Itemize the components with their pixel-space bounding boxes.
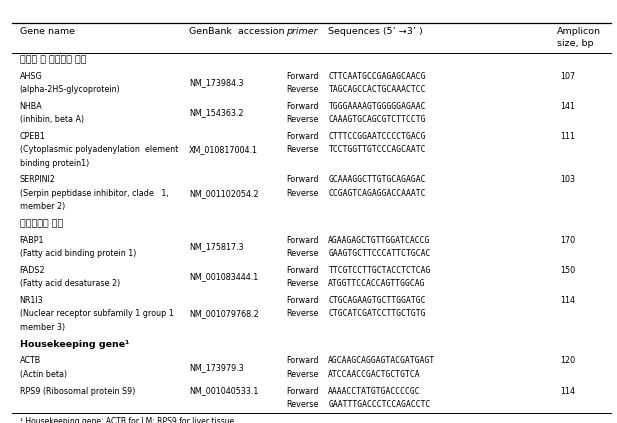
Text: Housekeeping gene¹: Housekeeping gene¹ bbox=[20, 340, 129, 349]
Text: TAGCAGCCACTGCAAACTCC: TAGCAGCCACTGCAAACTCC bbox=[328, 85, 426, 94]
Text: Reverse: Reverse bbox=[286, 309, 319, 319]
Text: TCCTGGTTGTCCCAGCAATC: TCCTGGTTGTCCCAGCAATC bbox=[328, 146, 426, 154]
Text: Reverse: Reverse bbox=[286, 189, 319, 198]
Text: Forward: Forward bbox=[286, 102, 319, 111]
Text: Forward: Forward bbox=[286, 357, 319, 365]
Text: CAAAGTGCAGCGTCTTCCTG: CAAAGTGCAGCGTCTTCCTG bbox=[328, 115, 426, 124]
Text: AAAACCTATGTGACCCCGC: AAAACCTATGTGACCCCGC bbox=[328, 387, 421, 396]
Text: 120: 120 bbox=[560, 357, 575, 365]
Text: Forward: Forward bbox=[286, 266, 319, 275]
Text: NM_154363.2: NM_154363.2 bbox=[189, 109, 243, 118]
Text: NM_173984.3: NM_173984.3 bbox=[189, 79, 243, 88]
Text: Forward: Forward bbox=[286, 387, 319, 396]
Text: XM_010817004.1: XM_010817004.1 bbox=[189, 146, 258, 154]
Text: CTTTCCGGAATCCCCTGACG: CTTTCCGGAATCCCCTGACG bbox=[328, 132, 426, 141]
Text: FADS2: FADS2 bbox=[20, 266, 45, 275]
Text: Reverse: Reverse bbox=[286, 370, 319, 379]
Text: primer: primer bbox=[286, 27, 318, 36]
Text: Sequences (5’ →3’ ): Sequences (5’ →3’ ) bbox=[328, 27, 423, 36]
Text: FABP1: FABP1 bbox=[20, 236, 44, 245]
Text: CTGCATCGATCCTTGCTGTG: CTGCATCGATCCTTGCTGTG bbox=[328, 309, 426, 319]
Text: 성장률 및 사료효율 개선: 성장률 및 사료효율 개선 bbox=[20, 55, 86, 65]
Text: Reverse: Reverse bbox=[286, 85, 319, 94]
Text: (Serpin peptidase inhibitor, clade   1,: (Serpin peptidase inhibitor, clade 1, bbox=[20, 189, 168, 198]
Text: GAATTTGACCCTCCAGACCTC: GAATTTGACCCTCCAGACCTC bbox=[328, 400, 431, 409]
Text: NM_001079768.2: NM_001079768.2 bbox=[189, 309, 259, 319]
Text: SERPINI2: SERPINI2 bbox=[20, 176, 56, 184]
Text: TTCGTCCTTGCTACCTCTCAG: TTCGTCCTTGCTACCTCTCAG bbox=[328, 266, 431, 275]
Text: Forward: Forward bbox=[286, 236, 319, 245]
Text: Forward: Forward bbox=[286, 132, 319, 141]
Text: NM_175817.3: NM_175817.3 bbox=[189, 242, 244, 252]
Text: (Actin beta): (Actin beta) bbox=[20, 370, 67, 379]
Text: (inhibin, beta A): (inhibin, beta A) bbox=[20, 115, 84, 124]
Text: NM_001102054.2: NM_001102054.2 bbox=[189, 189, 259, 198]
Text: 111: 111 bbox=[560, 132, 575, 141]
Text: CTTCAATGCCGAGAGCAACG: CTTCAATGCCGAGAGCAACG bbox=[328, 72, 426, 81]
Text: (Cytoplasmic polyadenylation  element: (Cytoplasmic polyadenylation element bbox=[20, 146, 178, 154]
Text: Forward: Forward bbox=[286, 296, 319, 305]
Text: 114: 114 bbox=[560, 296, 575, 305]
Text: Reverse: Reverse bbox=[286, 249, 319, 258]
Text: (Nuclear receptor subfamily 1 group 1: (Nuclear receptor subfamily 1 group 1 bbox=[20, 309, 173, 319]
Text: AHSG: AHSG bbox=[20, 72, 43, 81]
Text: Reverse: Reverse bbox=[286, 115, 319, 124]
Text: 141: 141 bbox=[560, 102, 575, 111]
Text: RPS9 (Ribosomal protein S9): RPS9 (Ribosomal protein S9) bbox=[20, 387, 135, 396]
Text: binding protein1): binding protein1) bbox=[20, 159, 89, 168]
Text: ¹ Housekeeping gene: ACTB for LM; RPS9 for liver tissue.: ¹ Housekeeping gene: ACTB for LM; RPS9 f… bbox=[20, 417, 236, 423]
Text: TGGGAAAAGTGGGGGAGAAC: TGGGAAAAGTGGGGGAGAAC bbox=[328, 102, 426, 111]
Text: 170: 170 bbox=[560, 236, 575, 245]
Text: NM_001040533.1: NM_001040533.1 bbox=[189, 387, 259, 396]
Text: NHBA: NHBA bbox=[20, 102, 43, 111]
Text: NM_173979.3: NM_173979.3 bbox=[189, 363, 244, 372]
Text: ATCCAACCGACTGCTGTCA: ATCCAACCGACTGCTGTCA bbox=[328, 370, 421, 379]
Text: GAAGTGCTTCCCATTCTGCAC: GAAGTGCTTCCCATTCTGCAC bbox=[328, 249, 431, 258]
Text: (alpha-2HS-glycoprotein): (alpha-2HS-glycoprotein) bbox=[20, 85, 120, 94]
Text: Gene name: Gene name bbox=[20, 27, 75, 36]
Text: 107: 107 bbox=[560, 72, 575, 81]
Text: AGCAAGCAGGAGTACGATGAGT: AGCAAGCAGGAGTACGATGAGT bbox=[328, 357, 436, 365]
Text: Reverse: Reverse bbox=[286, 146, 319, 154]
Text: 114: 114 bbox=[560, 387, 575, 396]
Text: Forward: Forward bbox=[286, 72, 319, 81]
Text: CPEB1: CPEB1 bbox=[20, 132, 46, 141]
Text: Forward: Forward bbox=[286, 176, 319, 184]
Text: (Fatty acid binding protein 1): (Fatty acid binding protein 1) bbox=[20, 249, 136, 258]
Text: ACTB: ACTB bbox=[20, 357, 41, 365]
Text: Amplicon
size, bp: Amplicon size, bp bbox=[557, 27, 601, 47]
Text: CCGAGTCAGAGGACCAAATC: CCGAGTCAGAGGACCAAATC bbox=[328, 189, 426, 198]
Text: Reverse: Reverse bbox=[286, 400, 319, 409]
Text: CTGCAGAAGTGCTTGGATGC: CTGCAGAAGTGCTTGGATGC bbox=[328, 296, 426, 305]
Text: member 3): member 3) bbox=[20, 323, 65, 332]
Text: NR1I3: NR1I3 bbox=[20, 296, 43, 305]
Text: 150: 150 bbox=[560, 266, 575, 275]
Text: 103: 103 bbox=[560, 176, 575, 184]
Text: (Fatty acid desaturase 2): (Fatty acid desaturase 2) bbox=[20, 279, 120, 288]
Text: AGAAGAGCTGTTGGATCACCG: AGAAGAGCTGTTGGATCACCG bbox=[328, 236, 431, 245]
Text: 사료섭취량 관련: 사료섭취량 관련 bbox=[20, 220, 63, 228]
Text: GenBank  accession: GenBank accession bbox=[189, 27, 284, 36]
Text: NM_001083444.1: NM_001083444.1 bbox=[189, 272, 258, 282]
Text: GCAAAGGCTTGTGCAGAGAC: GCAAAGGCTTGTGCAGAGAC bbox=[328, 176, 426, 184]
Text: ATGGTTCCACCAGTTGGCAG: ATGGTTCCACCAGTTGGCAG bbox=[328, 279, 426, 288]
Text: Reverse: Reverse bbox=[286, 279, 319, 288]
Text: member 2): member 2) bbox=[20, 202, 65, 211]
